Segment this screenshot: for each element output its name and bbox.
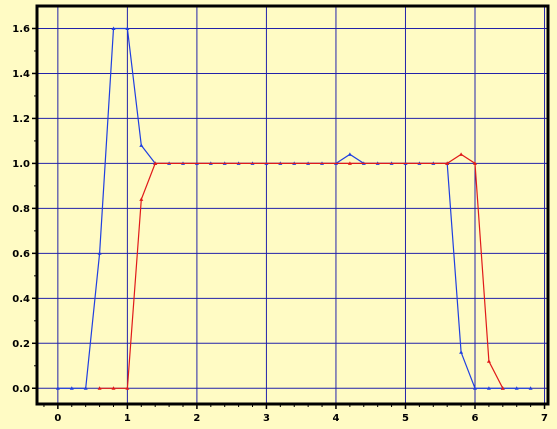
- y-tick-label: 0.6: [12, 249, 30, 260]
- y-tick-label: 0.2: [12, 339, 30, 350]
- data-point: [69, 386, 74, 390]
- data-point: [97, 386, 102, 390]
- data-point: [139, 143, 144, 147]
- data-point: [139, 197, 144, 201]
- data-point: [500, 386, 505, 390]
- data-point: [125, 26, 130, 30]
- data-point: [153, 161, 158, 165]
- x-tick-label: 4: [332, 413, 339, 424]
- x-tick-label: 2: [193, 413, 200, 424]
- x-tick-label: 0: [54, 413, 61, 424]
- x-tick-label: 6: [472, 413, 479, 424]
- data-point: [55, 386, 60, 390]
- data-point: [445, 161, 450, 165]
- x-tick-label: 3: [263, 413, 270, 424]
- data-point: [473, 161, 477, 165]
- y-tick-label: 0.8: [12, 204, 30, 215]
- data-point: [111, 386, 116, 390]
- series-1: [97, 152, 505, 390]
- plot-frame: [35, 4, 550, 406]
- y-tick-label: 0.4: [12, 294, 30, 305]
- data-point: [528, 386, 533, 390]
- data-point: [97, 251, 102, 255]
- data-point: [514, 386, 519, 390]
- data-point: [83, 386, 88, 390]
- data-point: [111, 26, 116, 30]
- y-tick-label: 0.0: [12, 384, 30, 395]
- data-point: [486, 359, 491, 363]
- x-tick-label: 7: [541, 413, 548, 424]
- x-tick-label: 1: [124, 413, 131, 424]
- data-point: [347, 152, 352, 156]
- data-point: [486, 386, 491, 390]
- data-point: [473, 386, 477, 390]
- data-point: [459, 152, 464, 156]
- y-tick-label: 1.4: [12, 69, 30, 80]
- series-layer: [55, 26, 533, 390]
- y-axis: 0.0 0.2 0.4 0.6 0.8 1.0 1.2 1.4 1.6: [12, 24, 37, 395]
- y-tick-label: 1.0: [12, 159, 30, 170]
- data-point: [459, 350, 464, 354]
- data-point: [347, 161, 352, 165]
- plot-area: [37, 6, 548, 404]
- frame-border: [35, 4, 550, 406]
- x-axis: 0 1 2 3 4 5 6 7: [43, 404, 548, 424]
- y-tick-label: 1.6: [12, 24, 30, 35]
- x-tick-label: 5: [402, 413, 409, 424]
- data-point: [125, 386, 130, 390]
- y-tick-label: 1.2: [12, 114, 30, 125]
